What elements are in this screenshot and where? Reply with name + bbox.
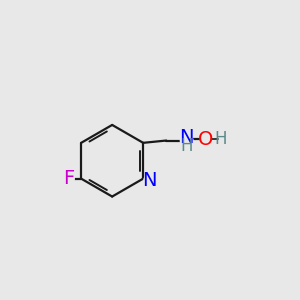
Circle shape	[63, 173, 74, 184]
Text: N: N	[179, 128, 194, 147]
Circle shape	[180, 134, 193, 147]
Text: N: N	[142, 171, 157, 190]
Text: O: O	[198, 130, 213, 149]
Text: H: H	[214, 130, 227, 148]
Circle shape	[200, 134, 211, 145]
Circle shape	[144, 175, 155, 186]
Text: F: F	[63, 169, 74, 188]
Text: H: H	[180, 136, 193, 154]
